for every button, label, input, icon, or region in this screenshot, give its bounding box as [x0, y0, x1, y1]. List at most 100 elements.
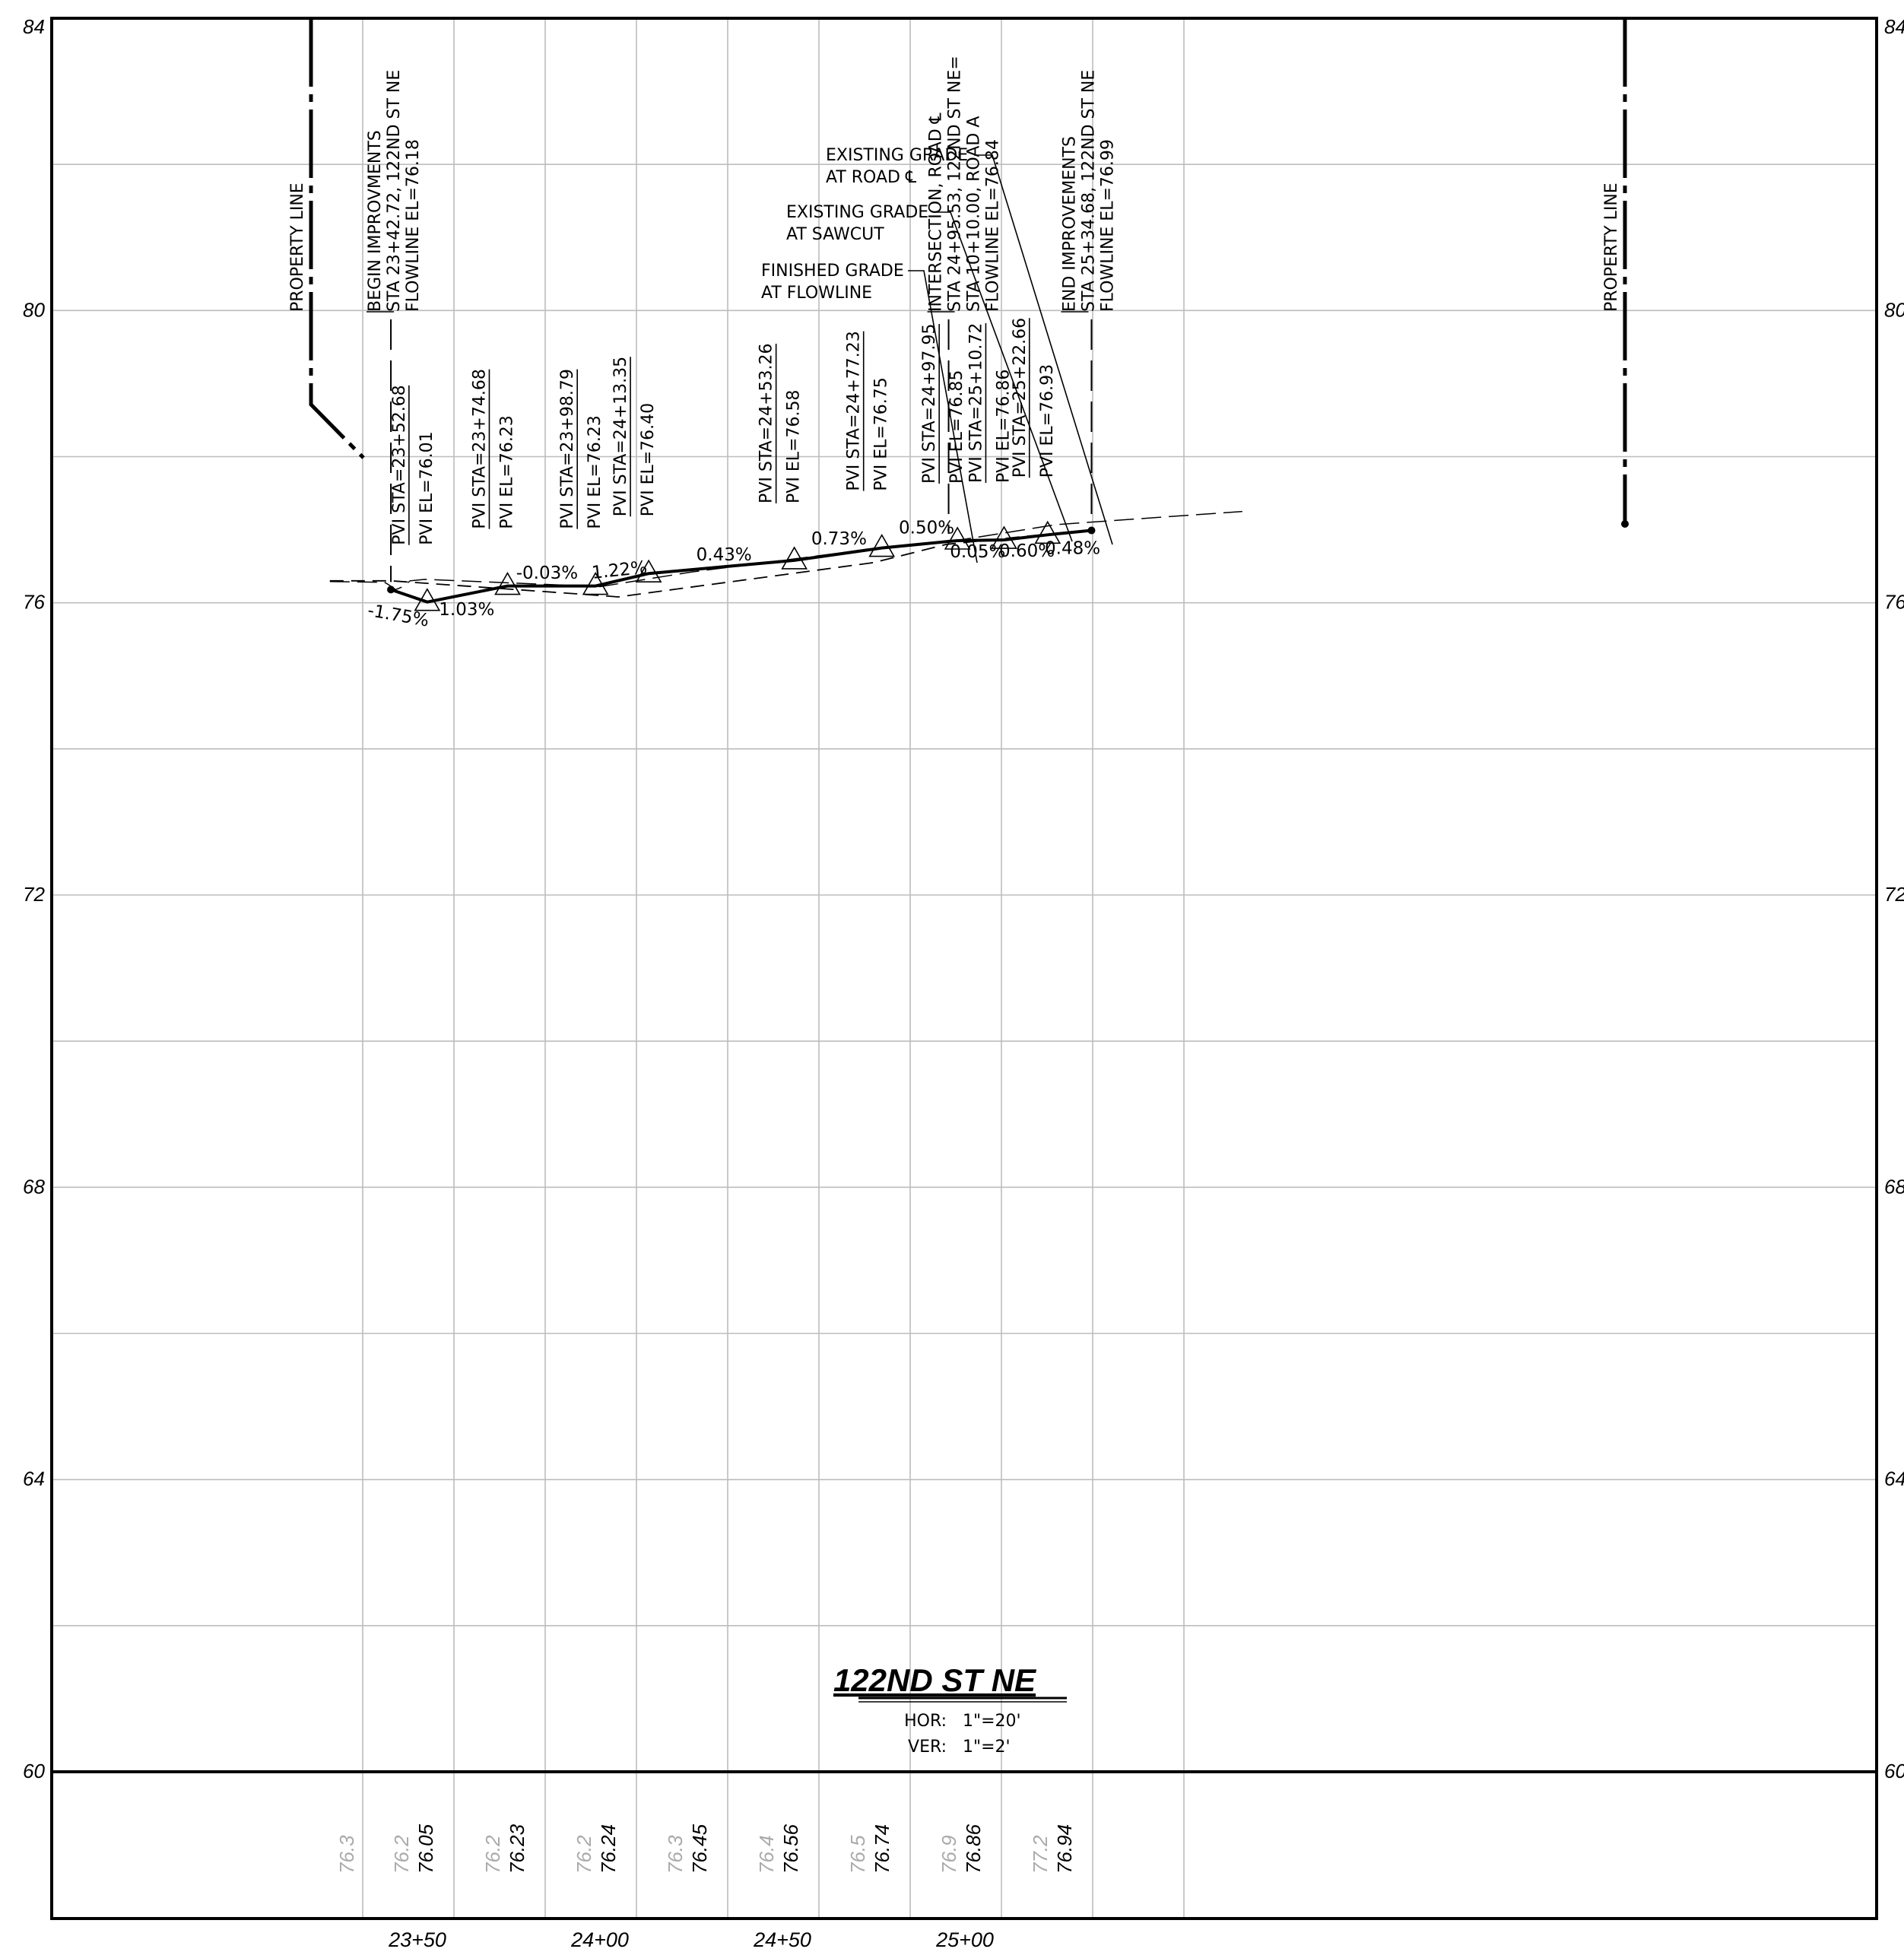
pvi-station: PVI STA=23+98.79 — [558, 369, 577, 528]
callout-existing-sawcut: EXISTING GRADE AT SAWCUT — [786, 203, 1073, 542]
pvi-station: PVI STA=23+52.68 — [390, 385, 409, 544]
station-notes: BEGIN IMPROVMENTS STA 23+42.72, 122ND ST … — [366, 56, 1117, 582]
drawing-title: 122ND ST NE — [833, 1662, 1037, 1698]
pvi-elevation: PVI EL=76.23 — [585, 415, 605, 528]
x-axis-ticks: 23+50 24+00 24+50 25+00 — [388, 1928, 994, 1951]
y-tick-label: 76 — [1884, 591, 1904, 614]
callout-line: EXISTING GRADE — [826, 146, 968, 165]
callout-line: EXISTING GRADE — [786, 203, 928, 222]
pvi-station: PVI STA=24+53.26 — [757, 344, 776, 503]
pvi-elevation: PVI EL=76.01 — [417, 431, 436, 544]
scale-ver-label: VER: — [908, 1738, 947, 1757]
existing-sawcut-line — [329, 528, 1092, 598]
property-line-label: PROPERTY LINE — [1602, 183, 1621, 312]
pvi-marker-icon — [582, 571, 609, 595]
station-note-line: STA 10+10.00, ROAD A — [965, 116, 984, 312]
existing-elevation: 76.5 — [846, 1835, 869, 1874]
y-tick-label: 72 — [1884, 883, 1904, 906]
pvi-elevation: PVI EL=76.40 — [639, 403, 658, 516]
station-note-line: FLOWLINE EL=76.84 — [984, 139, 1003, 312]
y-tick-label: 76 — [23, 591, 45, 614]
y-tick-label: 60 — [23, 1760, 45, 1782]
x-tick-label: 23+50 — [388, 1928, 446, 1951]
profile-series — [329, 510, 1242, 604]
grade-label: 0.50% — [899, 518, 954, 538]
y-tick-label: 84 — [23, 15, 45, 38]
proposed-elevation: 76.45 — [688, 1823, 711, 1874]
grade-label: 0.60% — [999, 541, 1055, 561]
grade-label: 0.73% — [811, 529, 867, 549]
grade-labels: -1.75% 1.03% -0.03% 1.22% 0.43% 0.73% 0.50% 0.0… — [366, 518, 1100, 630]
proposed-elevation: 76.05 — [414, 1823, 437, 1874]
property-line-label: PROPERTY LINE — [288, 183, 307, 312]
proposed-elevation: 76.86 — [962, 1823, 985, 1874]
station-note-line: FLOWLINE EL=76.99 — [1098, 139, 1117, 312]
pvi-station: PVI STA=25+10.72 — [966, 323, 985, 483]
station-note-line: STA 24+95.53, 122ND ST NE= — [946, 56, 965, 312]
grade-label: 0.05% — [950, 542, 1005, 562]
grade-label: -0.03% — [516, 563, 578, 583]
y-tick-label: 68 — [1884, 1175, 1904, 1198]
proposed-elevation: 76.74 — [871, 1824, 893, 1874]
grade-label: 0.43% — [697, 545, 752, 565]
grade-label: 0.48% — [1045, 538, 1100, 558]
y-tick-label: 84 — [1884, 15, 1904, 38]
existing-road-cl-line — [329, 510, 1242, 591]
existing-elevation: 76.4 — [755, 1835, 778, 1874]
property-line-left: PROPERTY LINE — [288, 18, 365, 459]
x-tick-label: 24+00 — [570, 1928, 629, 1951]
existing-elevation: 76.3 — [335, 1835, 358, 1874]
scale-hor-label: HOR: — [904, 1712, 947, 1731]
existing-elevation: 76.3 — [664, 1835, 687, 1874]
drawing-frame — [50, 17, 1878, 1920]
callout-line: AT FLOWLINE — [761, 284, 872, 303]
pvi-station: PVI STA=24+13.35 — [611, 357, 630, 516]
pvi-marker-icon — [1034, 520, 1061, 544]
station-note-line: FLOWLINE EL=76.18 — [404, 139, 423, 312]
x-tick-label: 25+00 — [935, 1928, 994, 1951]
station-note-line: END IMPROVEMENTS — [1060, 136, 1079, 312]
grade-label: 1.03% — [439, 600, 494, 620]
elevation-table: 76.3 76.2 76.05 76.2 76.23 76.2 76.24 76.3 76.45… — [335, 1823, 1076, 1874]
proposed-elevation: 76.56 — [779, 1823, 802, 1874]
station-note-line: BEGIN IMPROVMENTS — [366, 130, 385, 312]
pvi-marker-icon — [414, 588, 441, 611]
existing-elevation: 76.9 — [938, 1835, 960, 1874]
pvi-elevation: PVI EL=76.93 — [1038, 364, 1057, 478]
y-tick-label: 64 — [1884, 1468, 1904, 1490]
y-axis-ticks: 84 84 80 80 76 76 72 72 68 68 64 64 60 60 — [23, 15, 1904, 1782]
existing-elevation: 76.2 — [481, 1835, 504, 1874]
property-line-right: PROPERTY LINE — [1602, 18, 1629, 528]
pvi-station: PVI STA=24+97.95 — [920, 324, 939, 484]
existing-elevation: 77.2 — [1029, 1835, 1052, 1874]
pvi-elevation: PVI EL=76.85 — [947, 370, 966, 484]
pvi-marker-icon — [944, 526, 971, 550]
y-tick-label: 80 — [1884, 298, 1904, 321]
callout-leader — [908, 270, 978, 563]
scale-ver-value: 1"=2' — [963, 1738, 1011, 1757]
scale-hor-value: 1"=20' — [963, 1712, 1021, 1731]
grade-label: 1.22% — [591, 557, 648, 582]
y-tick-label: 68 — [23, 1175, 45, 1198]
grade-endpoint — [387, 586, 395, 594]
pvi-elevation: PVI EL=76.58 — [785, 390, 804, 503]
y-tick-label: 60 — [1884, 1760, 1904, 1782]
pvi-station: PVI STA=23+74.68 — [470, 369, 489, 528]
proposed-elevation: 76.23 — [506, 1823, 528, 1874]
drawing-title-block: 122ND ST NE HOR: 1"=20' VER: 1"=2' — [833, 1662, 1067, 1757]
grade-endpoint — [1087, 526, 1096, 535]
callout-line: AT SAWCUT — [786, 225, 884, 244]
callout-leader — [974, 154, 1113, 545]
station-note-line: STA 23+42.72, 122ND ST NE — [385, 70, 404, 312]
y-tick-label: 64 — [23, 1468, 45, 1490]
callout-finished-flowline: FINISHED GRADE AT FLOWLINE — [761, 262, 978, 563]
grid — [52, 18, 1877, 1919]
callout-existing-road-cl: EXISTING GRADE AT ROAD ℄ — [826, 146, 1113, 545]
pvi-elevation: PVI EL=76.75 — [872, 377, 891, 490]
existing-elevation: 76.2 — [573, 1835, 595, 1874]
pvi-labels: PVI STA=23+52.68 PVI EL=76.01 PVI STA=23+7… — [390, 318, 1061, 611]
grade-label: -1.75% — [366, 601, 430, 631]
callout-line: FINISHED GRADE — [761, 262, 904, 281]
callout-line: AT ROAD ℄ — [826, 168, 917, 187]
